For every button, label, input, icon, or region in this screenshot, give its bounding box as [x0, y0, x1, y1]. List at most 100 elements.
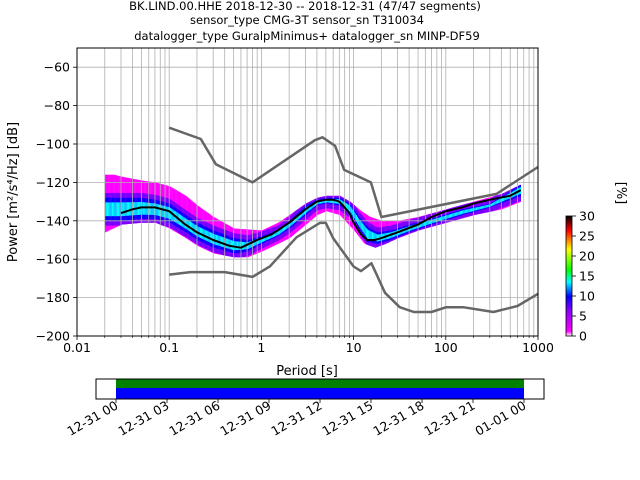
density-column-peak: [227, 238, 229, 249]
density-column-peak: [437, 217, 440, 222]
density-column-peak: [362, 223, 364, 233]
density-column-peak: [428, 220, 431, 225]
density-column-peak: [217, 235, 219, 246]
density-column-peak: [430, 220, 432, 224]
density-column-peak: [289, 221, 291, 227]
density-column-peak: [467, 209, 469, 213]
density-column-peak: [282, 227, 285, 232]
density-column-peak: [262, 237, 265, 242]
density-column-peak: [111, 202, 113, 217]
density-column-peak: [202, 228, 204, 239]
density-column-peak: [247, 242, 249, 250]
density-column-peak: [299, 212, 301, 219]
density-column-peak: [158, 204, 161, 217]
density-column-peak: [219, 236, 222, 247]
density-column-peak: [444, 215, 446, 220]
density-column-peak: [210, 232, 213, 244]
density-column-peak: [222, 237, 224, 247]
density-column-peak: [259, 238, 261, 244]
x-tick-label: 0.1: [159, 340, 179, 355]
density-column-peak: [145, 202, 147, 215]
density-column-peak: [199, 227, 202, 238]
density-column-peak: [272, 233, 275, 238]
density-column-peak: [323, 199, 326, 203]
density-column-peak: [192, 222, 194, 234]
density-column-peak: [355, 215, 358, 222]
x-tick-label: 10: [346, 340, 362, 355]
density-column-peak: [423, 222, 425, 227]
density-column-peak: [110, 202, 112, 217]
density-column-peak: [216, 235, 218, 246]
density-column-peak: [484, 205, 486, 209]
density-column-peak: [306, 206, 308, 213]
density-column-peak: [287, 223, 289, 229]
timeline-bar-coverage: [116, 379, 524, 388]
density-column-peak: [320, 200, 322, 204]
density-column-peak: [121, 202, 123, 217]
density-column-peak: [371, 231, 373, 241]
density-column-peak: [209, 232, 212, 243]
density-column-peak: [286, 224, 288, 230]
density-column-peak: [347, 204, 349, 210]
density-column-peak: [292, 218, 295, 224]
density-column-peak: [327, 198, 329, 203]
x-tick-label: 1000: [522, 340, 554, 355]
density-column-peak: [417, 223, 420, 228]
density-column-peak: [499, 198, 502, 203]
x-tick-label: 0.01: [63, 340, 91, 355]
density-column-peak: [494, 201, 496, 205]
density-column-peak: [432, 219, 434, 224]
median-line: [120, 189, 522, 249]
density-column-peak: [488, 204, 490, 207]
density-column-peak: [266, 235, 268, 241]
density-column-peak: [349, 205, 351, 212]
density-column-peak: [462, 210, 464, 214]
density-column-peak: [105, 202, 108, 217]
density-column-peak: [331, 199, 333, 204]
density-column-peak: [341, 200, 343, 206]
density-column-peak: [237, 241, 239, 251]
density-column-peak: [503, 196, 505, 201]
density-column-peak: [365, 228, 368, 238]
density-column-peak: [466, 209, 468, 213]
density-column-peak: [258, 238, 260, 244]
density-column-peak: [486, 205, 488, 208]
density-column-peak: [422, 222, 424, 227]
density-column-peak: [290, 220, 292, 226]
plot-frame: [76, 47, 539, 337]
density-column-peak: [123, 202, 125, 216]
density-column-peak: [470, 208, 473, 212]
density-column-peak: [278, 230, 280, 235]
density-column-peak: [309, 205, 311, 211]
density-column-peak: [283, 226, 286, 231]
density-column-peak: [215, 234, 217, 245]
y-tick-label: −100: [36, 137, 70, 152]
density-column-peak: [469, 208, 472, 212]
density-column-peak: [203, 229, 205, 240]
density-column-peak: [157, 204, 160, 216]
density-column-peak: [375, 233, 378, 242]
density-column-peak: [300, 211, 302, 218]
density-column-peak: [497, 199, 499, 204]
density-column-peak: [149, 202, 151, 215]
density-column-peak: [285, 225, 287, 230]
density-column-peak: [186, 219, 188, 230]
density-column-peak: [368, 230, 370, 240]
density-column-peak: [113, 202, 115, 217]
density-column-peak: [129, 202, 131, 216]
density-column-peak: [438, 217, 441, 221]
density-column-peak: [254, 240, 256, 246]
density-column-peak: [344, 202, 347, 208]
x-axis-ticks: 0.01 0.1 1 10 100 1000: [63, 336, 554, 355]
density-column-peak: [457, 211, 460, 216]
density-column-peak: [487, 204, 489, 208]
density-column-peak: [271, 233, 274, 238]
colorbar-tick-label: 20: [579, 249, 595, 264]
density-column-peak: [480, 206, 483, 209]
density-column-peak: [229, 239, 232, 250]
density-column-peak: [490, 203, 493, 207]
colorbar: 0 5 10 15 20 25 30 [%]: [565, 182, 628, 344]
density-column-peak: [376, 234, 379, 242]
density-column-peak: [195, 225, 197, 236]
density-column-peak: [189, 221, 192, 232]
